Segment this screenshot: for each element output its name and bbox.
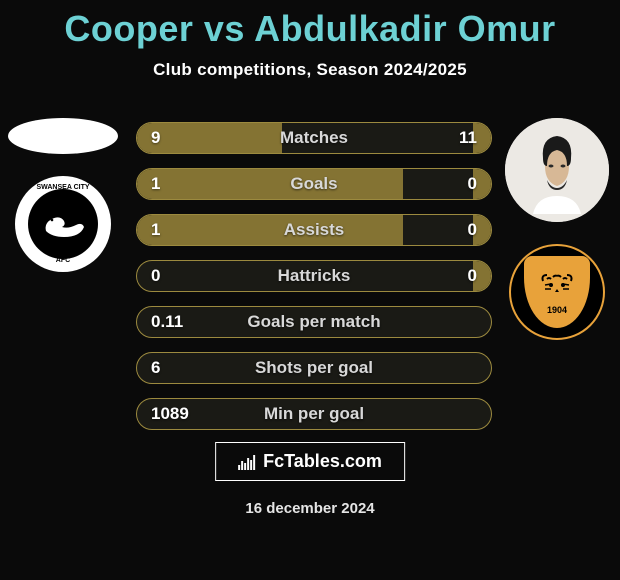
player1-club-badge: SWANSEA CITY AFC: [15, 176, 111, 272]
stat-row-goals: 1 Goals 0: [136, 168, 492, 200]
club-badge-text-top: SWANSEA CITY: [36, 184, 89, 191]
stat-value-left: 9: [151, 128, 160, 148]
logo-icon: [238, 454, 255, 470]
left-column: SWANSEA CITY AFC: [8, 118, 118, 272]
comparison-infographic: Cooper vs Abdulkadir Omur Club competiti…: [0, 0, 620, 580]
stat-label: Goals: [290, 174, 337, 194]
stat-value-left: 0.11: [151, 312, 183, 332]
stat-bars: 9 Matches 11 1 Goals 0 1 Assists 0 0 Hat…: [136, 122, 492, 430]
date-text: 16 december 2024: [245, 500, 374, 517]
right-column: 1904: [502, 118, 612, 340]
stat-row-goals-per-match: 0.11 Goals per match: [136, 306, 492, 338]
stat-value-left: 1: [151, 174, 160, 194]
player2-name: Abdulkadir Omur: [254, 8, 556, 49]
swan-icon: [28, 189, 98, 259]
vs-text: vs: [204, 8, 245, 49]
stat-row-assists: 1 Assists 0: [136, 214, 492, 246]
stat-row-min-per-goal: 1089 Min per goal: [136, 398, 492, 430]
stat-value-left: 1089: [151, 404, 189, 424]
stat-label: Matches: [280, 128, 348, 148]
stat-label: Shots per goal: [255, 358, 373, 378]
player2-photo: [505, 118, 609, 222]
stat-row-hattricks: 0 Hattricks 0: [136, 260, 492, 292]
bar-fill-left: [137, 215, 403, 245]
player1-photo: [8, 118, 118, 154]
stat-label: Assists: [284, 220, 344, 240]
brand-box: FcTables.com: [215, 442, 405, 481]
stat-value-right: 11: [459, 128, 477, 148]
club-year: 1904: [547, 305, 567, 315]
player1-name: Cooper: [64, 8, 193, 49]
stat-row-matches: 9 Matches 11: [136, 122, 492, 154]
stat-label: Min per goal: [264, 404, 364, 424]
stat-label: Goals per match: [247, 312, 380, 332]
brand-text: FcTables.com: [263, 451, 382, 472]
stat-value-left: 0: [151, 266, 160, 286]
stat-value-right: 0: [468, 220, 477, 240]
stat-value-left: 6: [151, 358, 160, 378]
stat-value-left: 1: [151, 220, 160, 240]
bar-fill-left: [137, 169, 403, 199]
stat-value-right: 0: [468, 266, 477, 286]
tiger-icon: 1904: [524, 256, 590, 328]
player2-club-badge: 1904: [509, 244, 605, 340]
stat-label: Hattricks: [278, 266, 351, 286]
page-title: Cooper vs Abdulkadir Omur: [0, 8, 620, 50]
club-badge-text-bottom: AFC: [56, 257, 70, 264]
stat-row-shots-per-goal: 6 Shots per goal: [136, 352, 492, 384]
subtitle: Club competitions, Season 2024/2025: [0, 60, 620, 80]
stat-value-right: 0: [468, 174, 477, 194]
